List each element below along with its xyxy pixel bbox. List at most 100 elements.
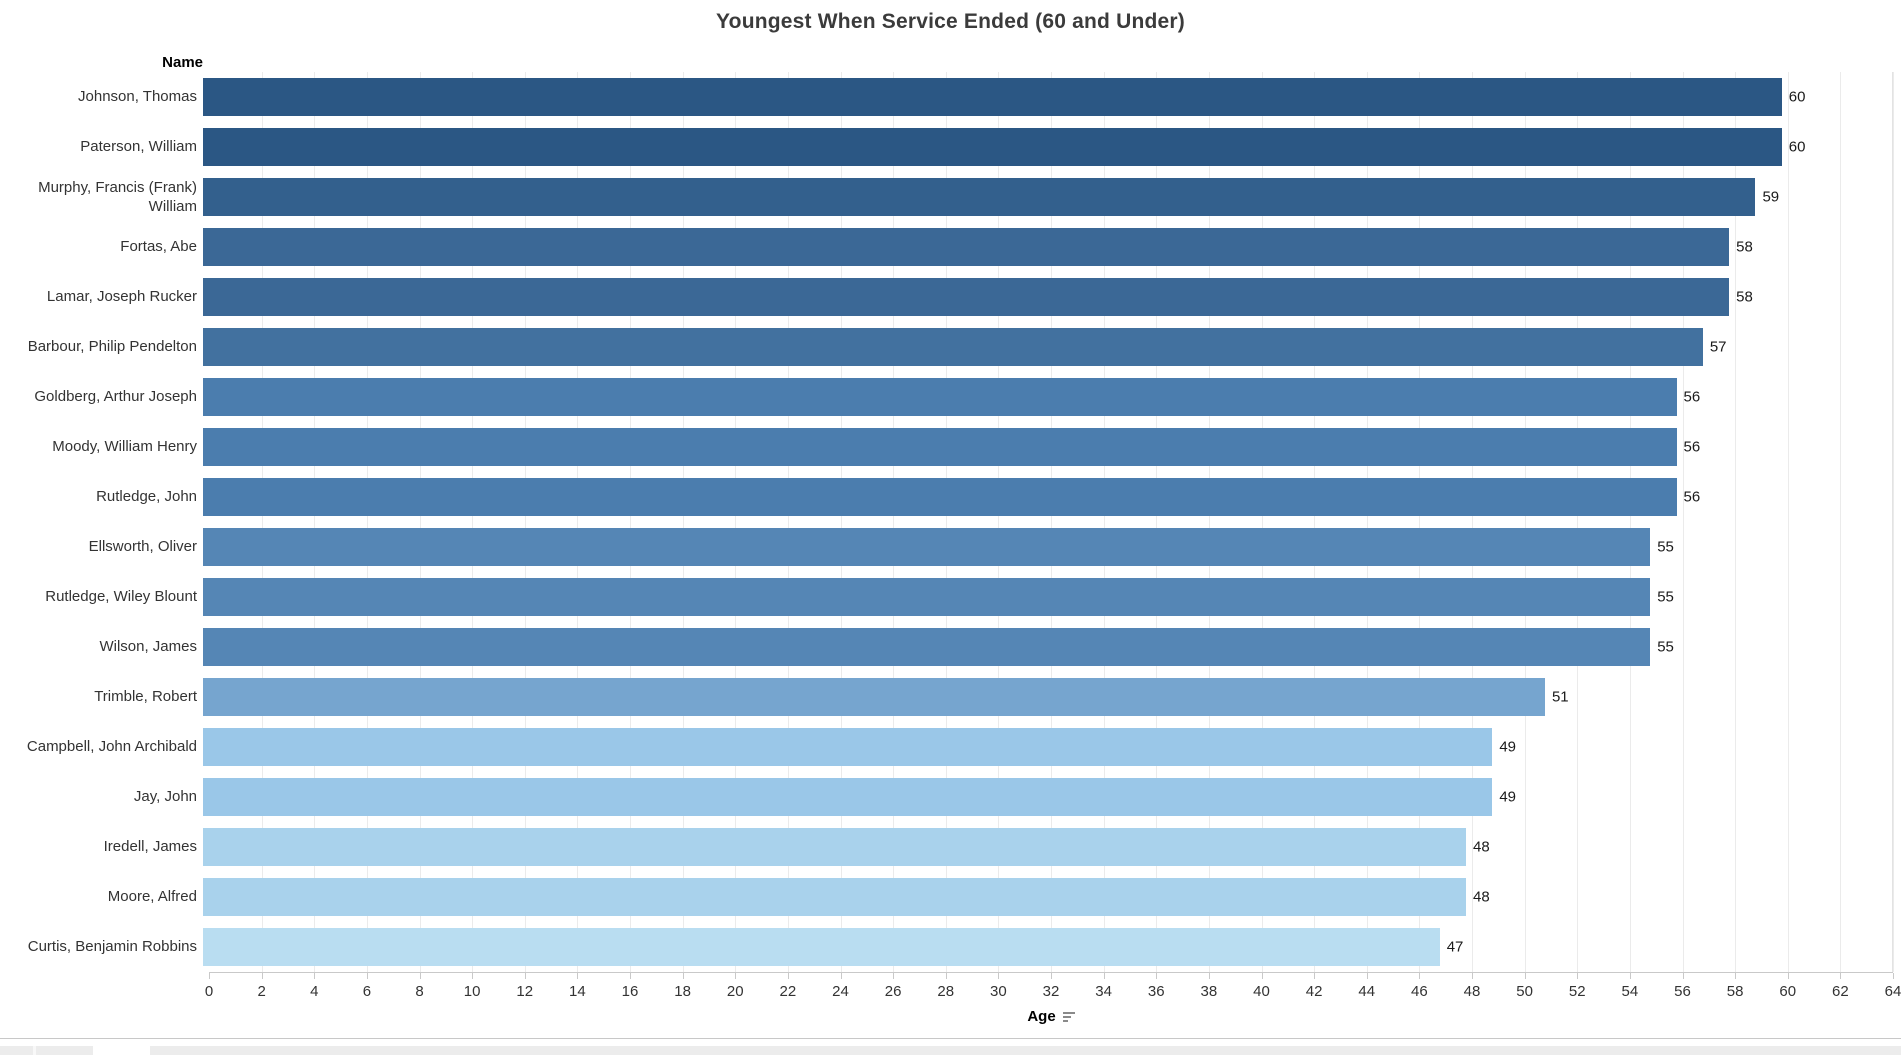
bar-track: 49	[203, 772, 1887, 822]
tick-mark	[1366, 973, 1368, 979]
gridline	[1893, 72, 1894, 972]
chart-row: Barbour, Philip Pendelton 57	[0, 322, 1901, 372]
row-label[interactable]: Trimble, Robert	[94, 688, 197, 706]
tick-mark	[1577, 973, 1579, 979]
gridline	[1577, 72, 1579, 972]
row-label[interactable]: Johnson, Thomas	[78, 88, 197, 106]
sheet-tab-area[interactable]	[150, 1046, 1901, 1055]
tick-label: 18	[674, 983, 691, 1000]
bar[interactable]	[203, 128, 1782, 166]
row-label[interactable]: Ellsworth, Oliver	[88, 538, 197, 556]
bar-track: 60	[203, 72, 1887, 122]
bar-value-label: 55	[1657, 588, 1674, 606]
bar-value-label: 60	[1788, 138, 1806, 156]
chart-row: Curtis, Benjamin Robbins 47	[0, 922, 1901, 972]
gridline	[893, 72, 895, 972]
tick-label: 48	[1463, 983, 1481, 1000]
row-label[interactable]: Moore, Alfred	[107, 888, 197, 906]
bar[interactable]	[203, 728, 1493, 766]
tick-mark	[1629, 973, 1631, 979]
gridline	[366, 72, 368, 972]
sheet-tab-active[interactable]	[93, 1046, 150, 1055]
tick-label: 42	[1305, 983, 1323, 1000]
bar[interactable]	[203, 178, 1756, 216]
chart-row: Rutledge, John 56	[0, 472, 1901, 522]
gridline	[1787, 72, 1789, 972]
row-label[interactable]: Iredell, James	[103, 838, 197, 856]
bar[interactable]	[203, 928, 1440, 966]
tick-label: 54	[1621, 983, 1639, 1000]
row-label[interactable]: Rutledge, John	[96, 488, 197, 506]
tick-mark	[630, 973, 631, 979]
chart-row: Trimble, Robert 51	[0, 672, 1901, 722]
bar[interactable]	[203, 828, 1466, 866]
tick-label: 32	[1042, 983, 1060, 1000]
age-sort-control[interactable]: Age	[1027, 1008, 1075, 1025]
bar[interactable]	[203, 778, 1493, 816]
bar[interactable]	[203, 528, 1651, 566]
chart-row: Rutledge, Wiley Blount 55	[0, 572, 1901, 622]
tick-mark	[1156, 973, 1158, 979]
row-label[interactable]: Murphy, Francis (Frank) William	[38, 178, 197, 216]
bar[interactable]	[203, 628, 1651, 666]
tick-label: 0	[204, 983, 214, 1000]
row-label[interactable]: Jay, John	[133, 788, 197, 806]
chart-row: Murphy, Francis (Frank) William 59	[0, 172, 1901, 222]
sheet-tab[interactable]	[0, 1046, 33, 1055]
chart-row: Paterson, William 60	[0, 122, 1901, 172]
tick-mark	[524, 973, 526, 979]
gridline	[1261, 72, 1263, 972]
bar-track: 48	[203, 872, 1887, 922]
gridline	[1156, 72, 1158, 972]
tick-label: 8	[415, 983, 424, 1000]
row-label[interactable]: Moody, William Henry	[52, 438, 197, 456]
bar[interactable]	[203, 678, 1545, 716]
tick-mark	[1787, 973, 1789, 979]
sheet-tab[interactable]	[36, 1046, 93, 1055]
tick-mark	[1208, 973, 1210, 979]
tick-label: 6	[362, 983, 372, 1000]
gridline	[1472, 72, 1473, 972]
bar-value-label: 47	[1446, 938, 1464, 956]
gridline	[735, 72, 737, 972]
bar-value-label: 55	[1657, 638, 1674, 656]
sort-descending-icon[interactable]	[1062, 1010, 1075, 1024]
gridline	[998, 72, 1000, 972]
bar[interactable]	[203, 328, 1703, 366]
chart-row: Goldberg, Arthur Joseph 56	[0, 372, 1901, 422]
tick-label: 14	[569, 983, 586, 1000]
bar-track: 47	[203, 922, 1887, 972]
bar[interactable]	[203, 478, 1677, 516]
row-label[interactable]: Lamar, Joseph Rucker	[46, 288, 197, 306]
bar-value-label: 56	[1683, 488, 1701, 506]
row-label[interactable]: Curtis, Benjamin Robbins	[27, 938, 197, 956]
bar[interactable]	[203, 228, 1730, 266]
bar[interactable]	[203, 78, 1782, 116]
tick-mark	[261, 973, 263, 979]
bar-value-label: 55	[1657, 538, 1674, 556]
gridline	[1524, 72, 1526, 972]
row-label[interactable]: Rutledge, Wiley Blount	[45, 588, 197, 606]
gridline	[261, 72, 263, 972]
tick-mark	[1524, 973, 1526, 979]
bar-track: 56	[203, 422, 1887, 472]
row-label[interactable]: Campbell, John Archibald	[26, 738, 197, 756]
row-label[interactable]: Goldberg, Arthur Joseph	[34, 388, 197, 406]
row-label[interactable]: Barbour, Philip Pendelton	[27, 338, 197, 356]
bar[interactable]	[203, 378, 1677, 416]
bar[interactable]	[203, 428, 1677, 466]
tick-mark	[1893, 973, 1894, 979]
row-label[interactable]: Fortas, Abe	[120, 238, 197, 256]
tick-label: 16	[621, 983, 639, 1000]
bar[interactable]	[203, 278, 1730, 316]
tick-mark	[1419, 973, 1421, 979]
chart-title: Youngest When Service Ended (60 and Unde…	[716, 10, 1185, 33]
gridline	[1051, 72, 1052, 972]
row-label[interactable]: Wilson, James	[99, 638, 197, 656]
tick-label: 58	[1726, 983, 1744, 1000]
bar[interactable]	[203, 878, 1466, 916]
tick-label: 12	[516, 983, 534, 1000]
tick-mark	[419, 973, 421, 979]
row-label[interactable]: Paterson, William	[80, 138, 197, 156]
bar[interactable]	[203, 578, 1651, 616]
